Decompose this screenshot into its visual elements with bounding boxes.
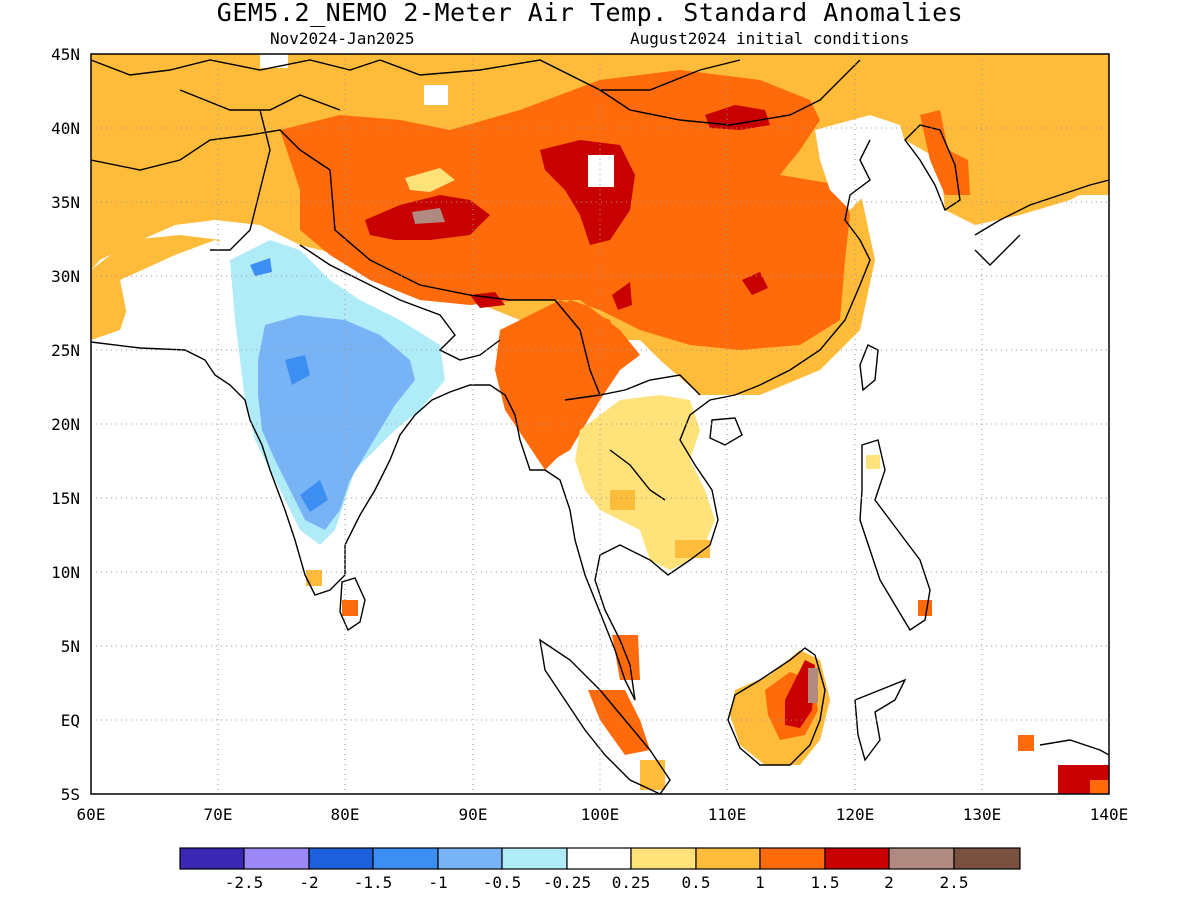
anomaly-region-cool-spot3 bbox=[250, 258, 272, 276]
anomaly-region-korea bbox=[920, 110, 970, 195]
lat-tick-5S: 5S bbox=[61, 785, 80, 804]
anomaly-region-1-1.5-tibet bbox=[280, 70, 850, 465]
anomaly-tile-vietnam bbox=[675, 540, 710, 558]
anomaly-tile-srilanka bbox=[342, 600, 358, 616]
lon-tick-60E: 60E bbox=[77, 805, 106, 824]
anomaly-region-borneo-core bbox=[785, 660, 815, 728]
neutral-patch-north1 bbox=[424, 85, 448, 105]
anomaly-hotspot-china bbox=[742, 272, 768, 295]
anomaly-tile-papua2 bbox=[1090, 780, 1109, 794]
colorbar-swatch-0 bbox=[179, 847, 245, 870]
lat-tick-15N: 15N bbox=[51, 489, 80, 508]
colorbar-label: -1.5 bbox=[354, 873, 393, 892]
colorbar-label: 1.5 bbox=[811, 873, 840, 892]
colorbar-swatch-12 bbox=[953, 847, 1021, 870]
colorbar-label: -1 bbox=[428, 873, 447, 892]
graticule bbox=[91, 54, 1109, 794]
colorbar-label: -2 bbox=[299, 873, 318, 892]
neutral-patch-north3 bbox=[260, 54, 288, 68]
lat-tick-EQ: EQ bbox=[61, 711, 80, 730]
lon-tick-120E: 120E bbox=[836, 805, 875, 824]
anomaly-tile-sumatra-s bbox=[640, 760, 665, 790]
colorbar-swatch-8 bbox=[695, 847, 761, 870]
lat-tick-45N: 45N bbox=[51, 45, 80, 64]
anomaly-tile-moluccas bbox=[1018, 735, 1034, 751]
longitude-axis: 60E 70E 80E 90E 100E 110E 120E 130E 140E bbox=[77, 805, 1129, 824]
colorbar: -2.5 -2 -1.5 -1 -0.5 -0.25 0.25 0.5 1 1.… bbox=[179, 847, 1021, 892]
coastlines bbox=[91, 59, 1109, 794]
anomaly-hotspot-tibet-small bbox=[612, 282, 632, 310]
colorbar-swatch-3 bbox=[372, 847, 439, 870]
neutral-patch-north2 bbox=[588, 155, 614, 187]
colorbar-label: 1 bbox=[755, 873, 765, 892]
neutral-patch-northeast bbox=[815, 115, 910, 210]
initial-conditions: August2024 initial conditions bbox=[630, 29, 910, 48]
lon-tick-110E: 110E bbox=[708, 805, 747, 824]
lat-tick-5N: 5N bbox=[61, 637, 80, 656]
lat-tick-30N: 30N bbox=[51, 267, 80, 286]
anomaly-region-sumatra bbox=[588, 690, 650, 755]
lon-tick-80E: 80E bbox=[331, 805, 360, 824]
lon-tick-100E: 100E bbox=[581, 805, 620, 824]
colorbar-swatch-4 bbox=[437, 847, 503, 870]
lon-tick-140E: 140E bbox=[1090, 805, 1129, 824]
colorbar-swatch-11 bbox=[888, 847, 955, 870]
map-frame bbox=[90, 53, 1110, 795]
anomaly-tile-philippines bbox=[918, 600, 932, 616]
lat-tick-35N: 35N bbox=[51, 193, 80, 212]
colorbar-label: -0.25 bbox=[543, 873, 591, 892]
colorbar-swatch-9 bbox=[759, 847, 826, 870]
anomaly-tile-luzon bbox=[866, 455, 880, 469]
anomaly-tile-ne bbox=[1010, 60, 1040, 82]
anomaly-region-cool-spot1 bbox=[285, 355, 310, 385]
colorbar-swatch-10 bbox=[824, 847, 890, 870]
colorbar-label: -2.5 bbox=[225, 873, 264, 892]
colorbar-swatch-5 bbox=[501, 847, 568, 870]
anomaly-pale-patch bbox=[405, 168, 455, 192]
anomaly-region-cool-spot2 bbox=[300, 480, 328, 512]
colorbar-swatch-6 bbox=[566, 847, 632, 870]
lat-tick-40N: 40N bbox=[51, 119, 80, 138]
colorbar-swatch-2 bbox=[308, 847, 374, 870]
lon-tick-90E: 90E bbox=[459, 805, 488, 824]
lon-tick-130E: 130E bbox=[963, 805, 1002, 824]
neutral-region-pakistan bbox=[120, 240, 255, 340]
anomaly-region-malaysia bbox=[612, 635, 640, 680]
lat-tick-20N: 20N bbox=[51, 415, 80, 434]
lat-tick-10N: 10N bbox=[51, 563, 80, 582]
chart-title: GEM5.2_NEMO 2-Meter Air Temp. Standard A… bbox=[216, 0, 964, 27]
anomaly-region-1-1.5-myanmar bbox=[495, 300, 625, 470]
anomaly-tile-cambodia bbox=[610, 490, 635, 510]
colorbar-swatch-7 bbox=[630, 847, 697, 870]
colorbar-label: 0.25 bbox=[612, 873, 651, 892]
anomaly-tile-borneo-peak bbox=[808, 668, 818, 703]
colorbar-swatch-1 bbox=[243, 847, 310, 870]
latitude-axis: 45N 40N 35N 30N 25N 20N 15N 10N 5N EQ 5S bbox=[51, 45, 80, 804]
colorbar-label: 0.5 bbox=[682, 873, 711, 892]
lon-tick-70E: 70E bbox=[204, 805, 233, 824]
lat-tick-25N: 25N bbox=[51, 341, 80, 360]
colorbar-label: -0.5 bbox=[483, 873, 522, 892]
anomaly-peak-tibet bbox=[412, 208, 445, 224]
forecast-period: Nov2024-Jan2025 bbox=[270, 29, 415, 48]
colorbar-label: 2.5 bbox=[940, 873, 969, 892]
colorbar-label: 2 bbox=[884, 873, 894, 892]
anomaly-tile-s-india bbox=[306, 570, 322, 586]
